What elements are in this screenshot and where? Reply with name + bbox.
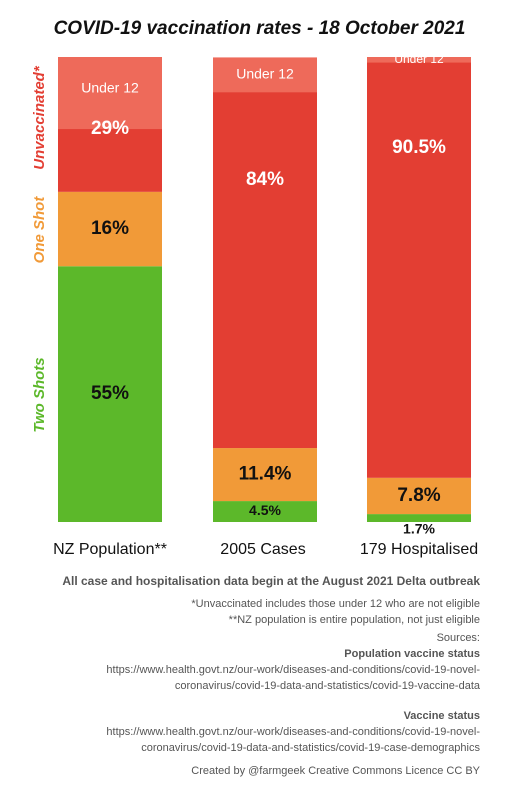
bar-under-12-2005-cases [213, 57, 317, 93]
population-footnote: **NZ population is entire population, no… [228, 614, 480, 626]
bar-two-shots-2005-cases [213, 501, 317, 522]
under-12-label-nz-population: Under 12 [81, 80, 139, 96]
population-source-url-line-2: coronavirus/covid-19-data-and-statistics… [174, 680, 480, 692]
value-label-one-shot-nz-population: 16% [91, 218, 129, 239]
bar-under-12-179-hospitalised [367, 57, 471, 63]
bar-unvaccinated-179-hospitalised [367, 57, 471, 478]
vaccine-source-url-line-1: https://www.health.govt.nz/our-work/dise… [106, 726, 480, 738]
value-label-two-shots-nz-population: 55% [91, 383, 129, 404]
bar-unvaccinated-2005-cases [213, 57, 317, 449]
value-label-one-shot-2005-cases: 11.4% [239, 464, 292, 485]
legend-label-one-shot: One Shot [31, 196, 48, 264]
vaccine-status-heading: Vaccine status [403, 710, 480, 722]
bar-under-12-nz-population [58, 57, 162, 130]
value-label-one-shot-179-hospitalised: 7.8% [397, 485, 440, 506]
bar-two-shots-179-hospitalised [367, 514, 471, 522]
stacked-bar-chart: 55% 16% Under 12 29% 4.5% 11.4% Under 12 84% 1.7… [30, 52, 471, 537]
legend-label-two-shots: Two Shots [31, 357, 48, 432]
legend-label-unvaccinated: Unvaccinated* [31, 65, 48, 170]
value-label-two-shots-179-hospitalised: 1.7% [403, 521, 435, 537]
chart-title: COVID-19 vaccination rates - 18 October … [53, 18, 466, 39]
value-label-unvaccinated-nz-population: 29% [91, 118, 129, 139]
category-label-nz-population: NZ Population** [53, 541, 167, 558]
sources-heading: Sources: [436, 632, 480, 644]
population-status-heading: Population vaccine status [344, 648, 480, 660]
bar-one-shot-nz-population [58, 191, 162, 267]
category-label-hospitalised: 179 Hospitalised [359, 541, 479, 558]
under-12-label-2005-cases: Under 12 [236, 66, 294, 82]
category-label-cases: 2005 Cases [220, 541, 306, 558]
value-label-unvaccinated-2005-cases: 84% [246, 169, 284, 190]
vaccine-source-url-line-2: coronavirus/covid-19-data-and-statistics… [141, 742, 480, 754]
outbreak-note: All case and hospitalisation data begin … [62, 574, 480, 588]
bar-one-shot-179-hospitalised [367, 477, 471, 515]
population-source-url-line-1: https://www.health.govt.nz/our-work/dise… [106, 664, 480, 676]
credit-line: Created by @farmgeek Creative Commons Li… [191, 765, 480, 777]
bar-one-shot-2005-cases [213, 448, 317, 502]
bar-two-shots-nz-population [58, 266, 162, 522]
under-12-label-179-hospitalised: Under 12 [394, 52, 444, 66]
value-label-unvaccinated-179-hospitalised: 90.5% [392, 137, 446, 158]
unvaccinated-footnote: *Unvaccinated includes those under 12 wh… [191, 598, 480, 610]
value-label-two-shots-2005-cases: 4.5% [249, 502, 281, 518]
